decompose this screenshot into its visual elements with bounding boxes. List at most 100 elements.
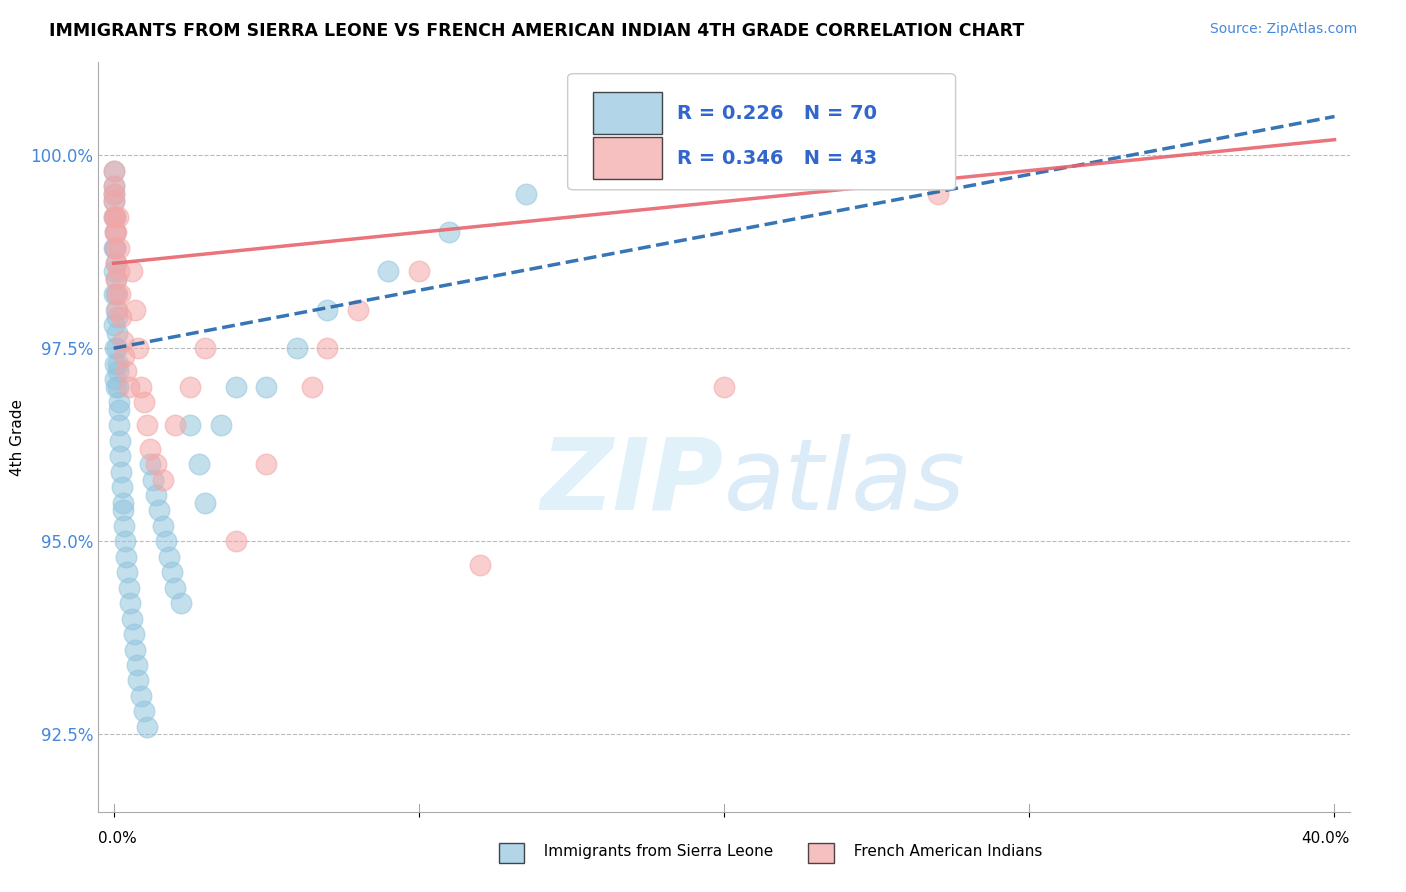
Point [104,271,127,285]
Point [110,450,132,464]
Point [124,642,146,657]
Point [108,403,131,417]
Point [122,627,145,641]
Point [104,210,127,224]
FancyBboxPatch shape [593,137,661,178]
Point [145,488,167,502]
Point [103,210,125,224]
Point [377,264,399,278]
Point [134,704,156,718]
Point [163,418,186,433]
Point [104,357,127,371]
Point [225,534,247,549]
FancyBboxPatch shape [593,93,661,134]
Point [104,226,127,240]
Point [107,395,129,409]
Point [179,418,201,433]
Point [108,434,131,448]
Point [124,302,146,317]
Point [188,457,211,471]
Text: 40.0%: 40.0% [1302,831,1350,846]
Text: 0.0%: 0.0% [98,831,138,846]
Point [127,673,149,688]
Point [103,163,125,178]
Point [105,287,128,301]
Point [112,503,135,517]
Text: IMMIGRANTS FROM SIERRA LEONE VS FRENCH AMERICAN INDIAN 4TH GRADE CORRELATION CHA: IMMIGRANTS FROM SIERRA LEONE VS FRENCH A… [49,22,1025,40]
Point [104,372,127,386]
Point [142,473,165,487]
Point [347,302,370,317]
Point [104,226,127,240]
Point [152,519,174,533]
Point [103,241,125,255]
Point [145,457,167,471]
Point [254,457,277,471]
Point [104,241,127,255]
Point [316,302,339,317]
Point [115,364,138,378]
Point [160,566,183,580]
Point [316,341,339,355]
Point [103,318,125,332]
Text: R = 0.226   N = 70: R = 0.226 N = 70 [676,103,876,123]
Point [121,264,143,278]
Point [110,310,132,325]
Text: atlas: atlas [724,434,966,531]
Point [120,596,142,610]
Point [107,357,129,371]
Point [125,657,148,672]
Point [468,558,491,572]
Point [111,480,134,494]
Point [103,194,125,209]
Point [104,226,127,240]
Point [107,380,129,394]
Point [194,496,217,510]
Point [105,302,128,317]
Point [139,457,162,471]
Point [163,581,186,595]
Point [194,341,217,355]
Point [118,380,141,394]
Point [121,612,143,626]
Point [139,442,162,456]
Point [103,179,125,194]
Point [104,341,127,355]
Point [136,418,159,433]
Point [107,210,129,224]
Point [117,566,139,580]
Point [104,256,127,270]
Point [439,226,461,240]
Point [103,264,125,278]
Point [103,186,125,201]
Point [104,256,127,270]
Point [112,519,135,533]
Point [301,380,323,394]
Point [129,380,152,394]
Point [127,341,149,355]
Point [108,418,131,433]
Point [105,310,128,325]
Point [115,549,138,564]
Point [107,364,129,378]
Point [104,241,127,255]
Point [103,179,125,194]
Point [111,334,134,348]
Point [107,241,129,255]
Point [157,549,180,564]
Point [713,380,735,394]
Point [114,534,136,549]
Point [103,194,125,209]
Point [105,326,128,340]
Text: R = 0.346   N = 43: R = 0.346 N = 43 [676,149,877,168]
Point [103,287,125,301]
Point [254,380,277,394]
Point [285,341,308,355]
Y-axis label: 4th Grade: 4th Grade [10,399,25,475]
Point [209,418,232,433]
Point [110,465,132,479]
Text: ZIP: ZIP [541,434,724,531]
Point [105,287,128,301]
Point [103,186,125,201]
Point [108,287,131,301]
